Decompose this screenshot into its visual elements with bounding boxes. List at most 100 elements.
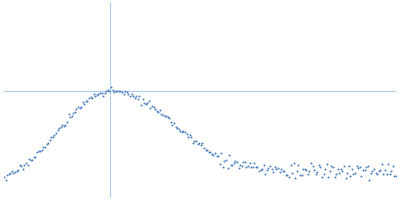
Point (110, 89, 116, 92)
Point (31, 156, 37, 159)
Point (59, 123, 66, 127)
Point (320, 173, 327, 176)
Point (317, 165, 324, 168)
Point (64, 120, 70, 124)
Point (76, 107, 83, 110)
Point (67, 115, 73, 118)
Point (62, 123, 68, 127)
Point (229, 164, 236, 167)
Point (338, 167, 344, 170)
Point (206, 150, 212, 154)
Point (328, 164, 335, 167)
Point (278, 167, 284, 170)
Point (78, 105, 84, 108)
Point (169, 123, 176, 126)
Point (380, 172, 387, 175)
Point (139, 98, 146, 101)
Point (196, 141, 202, 144)
Point (356, 166, 363, 169)
Point (311, 169, 317, 172)
Point (180, 129, 187, 133)
Point (216, 163, 223, 166)
Point (305, 172, 311, 175)
Point (243, 165, 250, 168)
Point (226, 154, 232, 157)
Point (372, 172, 379, 175)
Point (265, 166, 272, 169)
Point (341, 165, 347, 168)
Point (250, 165, 256, 168)
Point (232, 159, 239, 162)
Point (382, 168, 388, 172)
Point (65, 112, 72, 115)
Point (32, 155, 39, 158)
Point (306, 170, 313, 173)
Point (300, 168, 306, 171)
Point (120, 92, 127, 95)
Point (13, 169, 20, 172)
Point (290, 161, 297, 164)
Point (29, 158, 36, 161)
Point (149, 104, 155, 107)
Point (234, 161, 240, 164)
Point (26, 158, 32, 161)
Point (334, 168, 341, 171)
Point (231, 161, 237, 164)
Point (72, 110, 78, 113)
Point (213, 154, 220, 157)
Point (38, 148, 45, 152)
Point (379, 162, 385, 166)
Point (43, 142, 50, 145)
Point (154, 110, 160, 113)
Point (377, 168, 384, 171)
Point (366, 178, 372, 182)
Point (363, 166, 369, 169)
Point (34, 151, 40, 154)
Point (246, 162, 253, 165)
Point (40, 145, 46, 149)
Point (368, 171, 374, 174)
Point (9, 169, 15, 173)
Point (201, 146, 207, 150)
Point (275, 166, 281, 169)
Point (92, 94, 98, 98)
Point (360, 168, 366, 172)
Point (272, 165, 278, 168)
Point (172, 126, 179, 129)
Point (273, 167, 280, 170)
Point (89, 96, 95, 99)
Point (102, 91, 108, 94)
Point (4, 174, 10, 177)
Point (160, 113, 166, 116)
Point (15, 169, 21, 172)
Point (122, 90, 128, 93)
Point (319, 176, 325, 179)
Point (10, 171, 17, 174)
Point (393, 175, 399, 178)
Point (385, 162, 391, 165)
Point (12, 171, 18, 174)
Point (220, 165, 226, 168)
Point (6, 172, 12, 175)
Point (20, 167, 26, 170)
Point (242, 160, 248, 163)
Point (142, 103, 149, 106)
Point (100, 95, 106, 98)
Point (119, 90, 125, 93)
Point (262, 173, 268, 176)
Point (284, 173, 290, 176)
Point (147, 106, 154, 109)
Point (347, 174, 354, 177)
Point (188, 135, 194, 139)
Point (344, 171, 350, 174)
Point (224, 166, 231, 169)
Point (332, 175, 338, 178)
Point (176, 127, 182, 130)
Point (184, 132, 190, 135)
Point (289, 171, 295, 174)
Point (280, 169, 286, 172)
Point (86, 97, 92, 100)
Point (237, 163, 243, 166)
Point (354, 165, 360, 168)
Point (51, 133, 58, 136)
